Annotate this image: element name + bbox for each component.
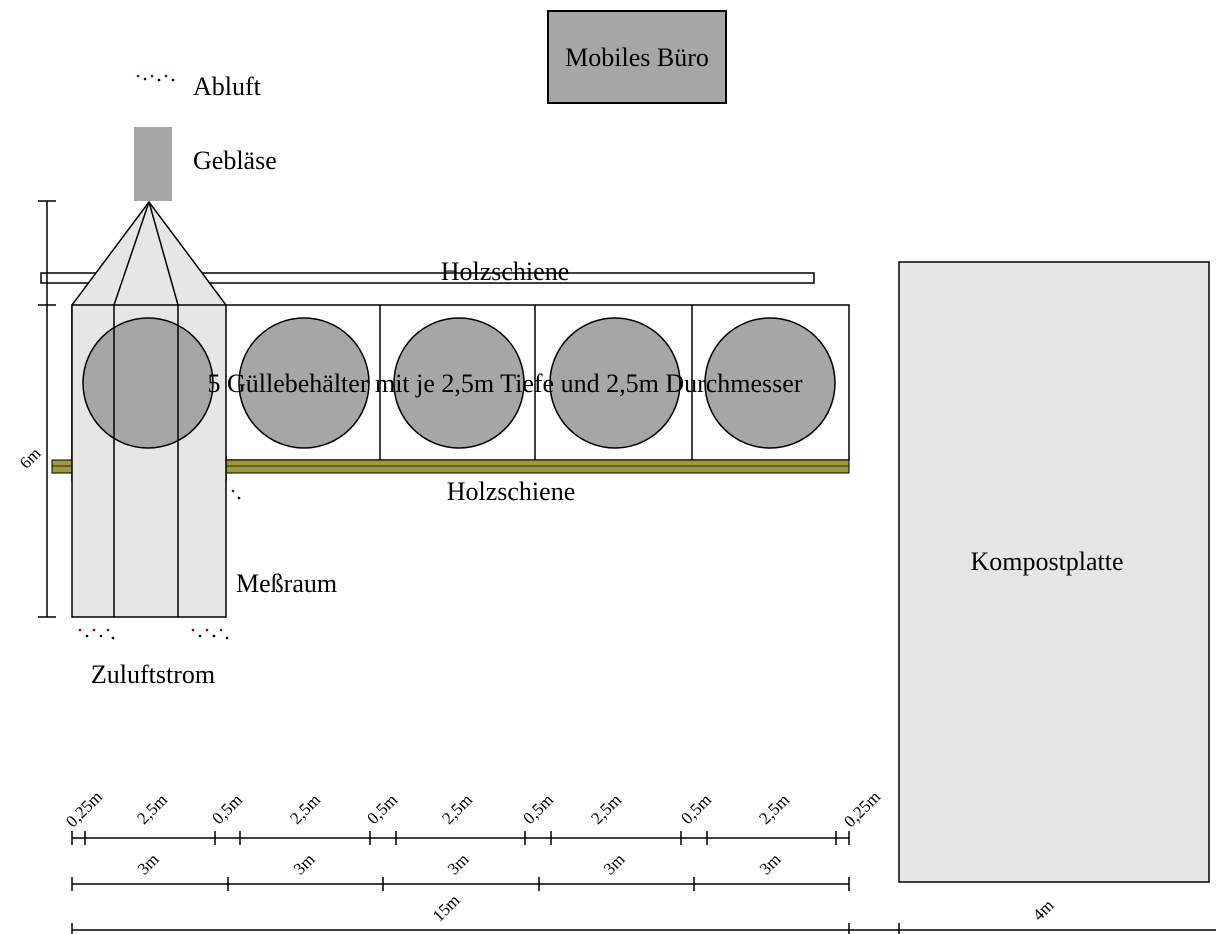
supply-air-marker-icon [78, 628, 115, 640]
mobile-office: Mobiles Büro [547, 10, 727, 104]
slurry-tank [549, 317, 681, 449]
dim-row1-label: 2,5m [438, 790, 476, 828]
slurry-tank [393, 317, 525, 449]
marker-dot-icon [237, 496, 241, 500]
dim-row2-label: 3m [600, 850, 629, 879]
dim-row2-label: 3m [756, 850, 785, 879]
room-rail-gap [72, 456, 226, 481]
mobile-office-box [547, 10, 727, 104]
dim-row1-label: 2,5m [587, 790, 625, 828]
compost-plate [898, 261, 1210, 883]
height-dimension [38, 200, 56, 618]
dim-row1-label: 0,25m [840, 787, 884, 831]
dim-row2-label: 3m [290, 850, 319, 879]
dimension-row-3 [71, 923, 1216, 934]
blower-label: Gebläse [193, 146, 277, 175]
dim-row1-label: 2,5m [133, 790, 171, 828]
dim-row1-label: 0,5m [208, 790, 246, 828]
dimension-row-1 [71, 831, 850, 845]
height-dim-label: 6m [16, 444, 45, 473]
measuring-room-label: Meßraum [236, 569, 337, 598]
dim-row1-label: 2,5m [286, 790, 324, 828]
exhaust-label: Abluft [193, 72, 262, 101]
slurry-tank [238, 317, 370, 449]
blower-box [134, 127, 172, 201]
wooden-rail-bottom-label: Holzschiene [447, 477, 576, 506]
wooden-rail-top-label: Holzschiene [441, 257, 570, 286]
tanks-label: 5 Güllebehälter mit je 2,5m Tiefe und 2,… [207, 369, 802, 398]
compost-width-label: 4m [1029, 896, 1058, 925]
supply-air-marker-icon [191, 628, 229, 640]
dim-row1-label: 0,5m [363, 790, 401, 828]
total-length-label: 15m [429, 891, 464, 926]
wooden-rail-top [40, 272, 815, 284]
supply-air-label: Zuluftstrom [91, 660, 215, 689]
dim-row2-label: 3m [444, 850, 473, 879]
dim-row1-label: 2,5m [755, 790, 793, 828]
dim-row1-label: 0,5m [519, 790, 557, 828]
compost-plate-label: Kompostplatte [970, 547, 1123, 576]
dim-row2-label: 3m [134, 850, 163, 879]
exhaust-marker-icon [136, 74, 175, 82]
dimension-row-2 [71, 877, 850, 891]
mobile-office-label: Mobiles Büro [565, 43, 709, 72]
marker-dot-icon [231, 489, 235, 493]
slurry-tank [704, 317, 836, 449]
dim-row1-label: 0,25m [62, 787, 106, 831]
slurry-tanks [82, 317, 836, 449]
slurry-tank [82, 317, 214, 449]
dim-row1-label: 0,5m [677, 790, 715, 828]
